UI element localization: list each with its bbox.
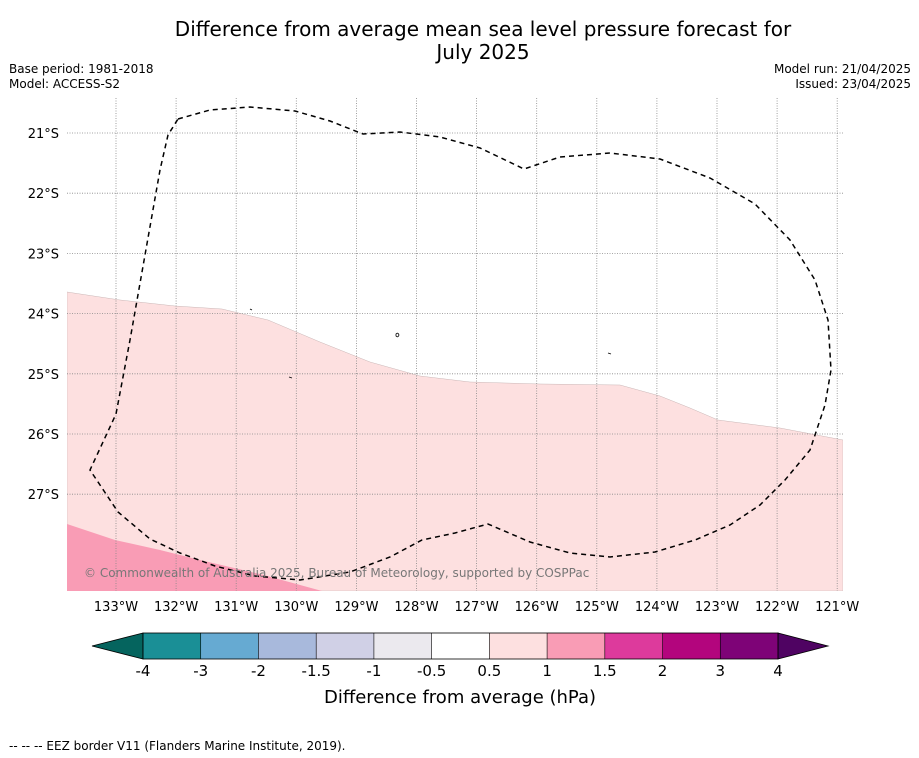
lon-label: 124°W [635,600,679,615]
colorbar-swatch [604,633,663,659]
lat-label: 22°S [28,187,59,202]
eez-footnote: -- -- -- EEZ border V11 (Flanders Marine… [9,739,346,753]
colorbar-tick-label: 2 [658,662,668,680]
island-mark [395,332,400,338]
colorbar-swatch [431,633,490,659]
base-info: Base period: 1981-2018 Model: ACCESS-S2 [9,62,154,92]
lat-label: 27°S [28,488,59,503]
copyright-notice: © Commonwealth of Australia 2025, Bureau… [84,566,589,580]
colorbar-swatch [547,633,605,659]
lon-label: 129°W [334,600,378,615]
colorbar-under-arrow [91,632,144,660]
lon-label: 132°W [154,600,198,615]
colorbar-tick-label: 4 [773,662,783,680]
latitude-labels: 21°S 22°S 23°S 24°S 25°S 26°S 27°S [28,127,59,503]
map-plot-area [67,98,843,591]
lat-label: 21°S [28,127,59,142]
colorbar-tick-label: -0.5 [417,662,446,680]
lon-label: 121°W [815,600,859,615]
colorbar-over-arrow [777,632,830,660]
colorbar-tick-label: 1.5 [593,662,617,680]
colorbar-tick-label: 0.5 [477,662,501,680]
issued-date: Issued: 23/04/2025 [795,77,911,91]
base-period: Base period: 1981-2018 [9,62,154,76]
colorbar-tick-label: -1 [366,662,381,680]
lat-label: 24°S [28,308,59,323]
colorbar-swatch [720,633,778,659]
colorbar-swatch [316,633,374,659]
map-gridlines [67,98,843,591]
island-mark [249,308,253,311]
title-line-2: July 2025 [436,40,530,64]
colorbar: -4 -3 -2 -1.5 -1 -0.5 0.5 1 1.5 2 3 4 [91,632,830,680]
anomaly-band-1-1.5 [67,524,322,591]
colorbar-tick-label: 1 [542,662,552,680]
model-name: Model: ACCESS-S2 [9,77,121,91]
colorbar-tick-label: -4 [136,662,151,680]
colorbar-swatch [258,633,317,659]
lon-label: 125°W [575,600,619,615]
lon-label: 123°W [695,600,739,615]
lon-label: 128°W [394,600,438,615]
lat-label: 25°S [28,368,59,383]
colorbar-swatch [662,633,721,659]
model-run: Model run: 21/04/2025 [773,62,911,76]
lat-label: 23°S [28,247,59,262]
colorbar-swatch [489,633,548,659]
island-mark [607,352,612,355]
map-title: Difference from average mean sea level p… [0,18,919,64]
colorbar-label: Difference from average (hPa) [324,687,596,708]
longitude-labels: 133°W 132°W 131°W 130°W 129°W 128°W 127°W 126°W… [94,600,860,615]
colorbar-tick-label: -1.5 [302,662,331,680]
lon-label: 127°W [455,600,499,615]
lat-label: 26°S [28,428,59,443]
title-line-1: Difference from average mean sea level p… [174,17,792,41]
run-info: Model run: 21/04/2025 Issued: 23/04/2025 [774,62,911,92]
colorbar-swatch [200,633,259,659]
lon-label: 133°W [94,600,138,615]
anomaly-band-0.5-1 [67,291,843,591]
eez-border [89,106,832,581]
colorbar-tick-label: -2 [251,662,266,680]
colorbar-tick-label: -3 [193,662,208,680]
colorbar-swatch [143,633,201,659]
island-mark [288,376,293,379]
lon-label: 126°W [515,600,559,615]
lon-label: 122°W [755,600,799,615]
colorbar-swatch [373,633,432,659]
colorbar-tick-label: 3 [715,662,725,680]
lon-label: 131°W [214,600,258,615]
lon-label: 130°W [274,600,318,615]
